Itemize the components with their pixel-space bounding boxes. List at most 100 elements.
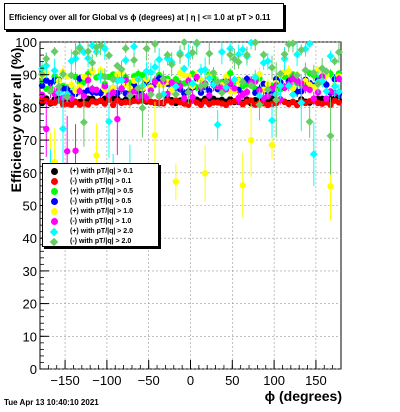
data-point — [306, 86, 313, 94]
y-tick-label: 70 — [23, 133, 37, 148]
data-point — [117, 65, 126, 74]
data-point — [109, 101, 117, 109]
data-point — [185, 72, 192, 80]
data-point — [334, 87, 343, 96]
data-point — [150, 39, 159, 48]
data-point — [256, 71, 263, 78]
x-tick-label: 0 — [187, 373, 194, 388]
data-point — [247, 136, 255, 144]
data-point — [201, 65, 210, 74]
data-point — [188, 79, 197, 88]
legend-marker — [48, 207, 60, 215]
data-point — [276, 81, 285, 90]
data-point — [134, 84, 143, 93]
data-point — [251, 38, 260, 47]
data-points — [38, 38, 343, 223]
data-point — [88, 58, 97, 67]
grid — [40, 41, 341, 370]
data-point — [76, 88, 83, 95]
data-point — [293, 50, 302, 59]
data-point — [205, 74, 214, 83]
legend-label: (-) with pT/|q| > 0.5 — [70, 197, 132, 205]
data-point — [213, 77, 222, 86]
data-point — [201, 80, 210, 89]
legend-marker-swatch — [50, 197, 58, 205]
data-point — [301, 66, 310, 75]
legend-marker-swatch — [49, 237, 59, 246]
data-point — [327, 183, 334, 190]
data-point — [125, 91, 134, 100]
legend-marker-swatch — [50, 177, 58, 185]
data-point — [114, 115, 121, 123]
data-point — [263, 57, 272, 66]
data-point — [247, 81, 256, 90]
data-point — [176, 50, 185, 59]
data-point — [76, 83, 83, 90]
data-point — [172, 178, 180, 185]
x-tick-label: 50 — [225, 373, 239, 388]
data-point — [151, 132, 159, 139]
data-point — [206, 87, 213, 95]
data-point — [309, 150, 318, 159]
legend-item: (+) with pT/|q| > 0.1 — [43, 166, 158, 176]
data-point — [330, 82, 339, 91]
data-point — [222, 77, 231, 86]
data-point — [109, 75, 118, 84]
data-point — [63, 93, 72, 102]
data-point — [288, 39, 297, 48]
x-tick-label: −50 — [138, 373, 160, 388]
data-point — [226, 50, 235, 59]
data-point — [118, 85, 125, 92]
legend-item: (-) with pT/|q| > 0.1 — [43, 176, 158, 186]
y-tick-label: 50 — [23, 199, 37, 214]
legend-marker-swatch — [49, 227, 59, 236]
data-point — [330, 57, 339, 66]
data-point — [130, 42, 139, 51]
legend-marker — [48, 167, 60, 175]
x-tick-label: 150 — [305, 373, 327, 388]
legend-label: (-) with pT/|q| > 0.1 — [70, 177, 132, 185]
data-point — [206, 92, 213, 99]
data-point — [238, 45, 247, 54]
data-point — [231, 85, 238, 92]
data-point — [334, 48, 343, 57]
data-point — [84, 77, 92, 84]
data-point — [151, 78, 159, 86]
y-tick-label: 90 — [23, 68, 37, 83]
data-point — [75, 44, 84, 53]
data-point — [171, 82, 180, 91]
data-point — [101, 100, 108, 107]
legend-item: (-) with pT/|q| > 1.0 — [43, 216, 158, 226]
data-point — [155, 91, 164, 100]
chart-title: Efficiency over all for Global vs ϕ (deg… — [4, 3, 284, 30]
legend-label: (+) with pT/|q| > 2.0 — [70, 228, 134, 236]
data-point — [38, 91, 46, 98]
data-point — [230, 75, 239, 84]
data-point — [323, 81, 330, 88]
data-point — [180, 64, 189, 73]
y-axis-label: Efficiency over all (%) — [8, 47, 24, 193]
data-point — [122, 76, 129, 84]
legend-item: (+) with pT/|q| > 0.5 — [43, 186, 158, 196]
data-point — [188, 48, 197, 57]
data-point — [146, 90, 155, 99]
data-point — [305, 39, 314, 48]
data-point — [243, 88, 251, 96]
data-point — [84, 47, 93, 56]
data-point — [323, 95, 330, 102]
data-point — [93, 152, 100, 159]
data-point — [197, 89, 205, 96]
data-point — [67, 71, 76, 80]
y-tick-label: 100 — [15, 35, 37, 50]
data-point — [247, 97, 255, 104]
data-point — [310, 95, 318, 102]
data-point — [189, 93, 196, 101]
data-point — [280, 50, 289, 59]
data-point — [117, 76, 126, 85]
data-point — [185, 101, 192, 108]
data-point — [326, 131, 335, 140]
data-point — [284, 81, 293, 90]
legend-marker-swatch — [50, 187, 58, 195]
legend: (+) with pT/|q| > 0.1 (-) with pT/|q| > 0… — [42, 163, 159, 247]
data-point — [326, 52, 335, 61]
